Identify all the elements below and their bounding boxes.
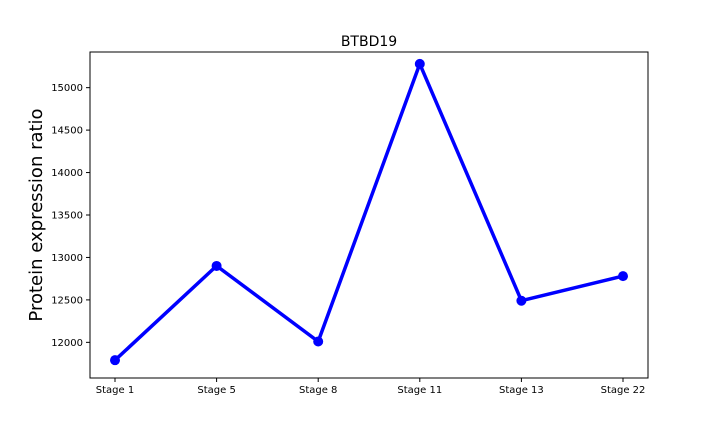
- chart-title: BTBD19: [341, 34, 397, 50]
- y-tick-label: 13000: [51, 253, 83, 264]
- y-axis-label: Protein expression ratio: [26, 108, 47, 321]
- y-tick-label: 12000: [51, 338, 83, 349]
- x-tick-label: Stage 8: [299, 385, 337, 396]
- y-tick-label: 14500: [51, 126, 83, 137]
- x-tick-label: Stage 22: [601, 385, 646, 396]
- data-point: [516, 295, 527, 306]
- y-tick-label: 12500: [51, 295, 83, 306]
- x-tick-label: Stage 13: [499, 385, 544, 396]
- y-tick-label: 13500: [51, 211, 83, 222]
- x-tick-label: Stage 5: [197, 385, 235, 396]
- y-axis: 12000 12500 13000 13500 14000 14500 15000: [51, 83, 90, 349]
- plot-area: [89, 51, 649, 379]
- x-tick-label: Stage 1: [96, 385, 134, 396]
- series-line: [113, 62, 624, 362]
- series-layer: [110, 58, 628, 366]
- y-tick-label: 14000: [51, 168, 83, 179]
- data-point: [414, 58, 425, 69]
- data-point: [618, 271, 628, 282]
- x-axis: Stage 1 Stage 5 Stage 8 Stage 11 Stage 13 Sta…: [96, 378, 646, 396]
- data-point: [313, 336, 324, 347]
- y-tick-label: 15000: [51, 83, 83, 94]
- data-point: [211, 260, 222, 271]
- x-tick-label: Stage 11: [397, 385, 442, 396]
- data-point: [110, 355, 120, 366]
